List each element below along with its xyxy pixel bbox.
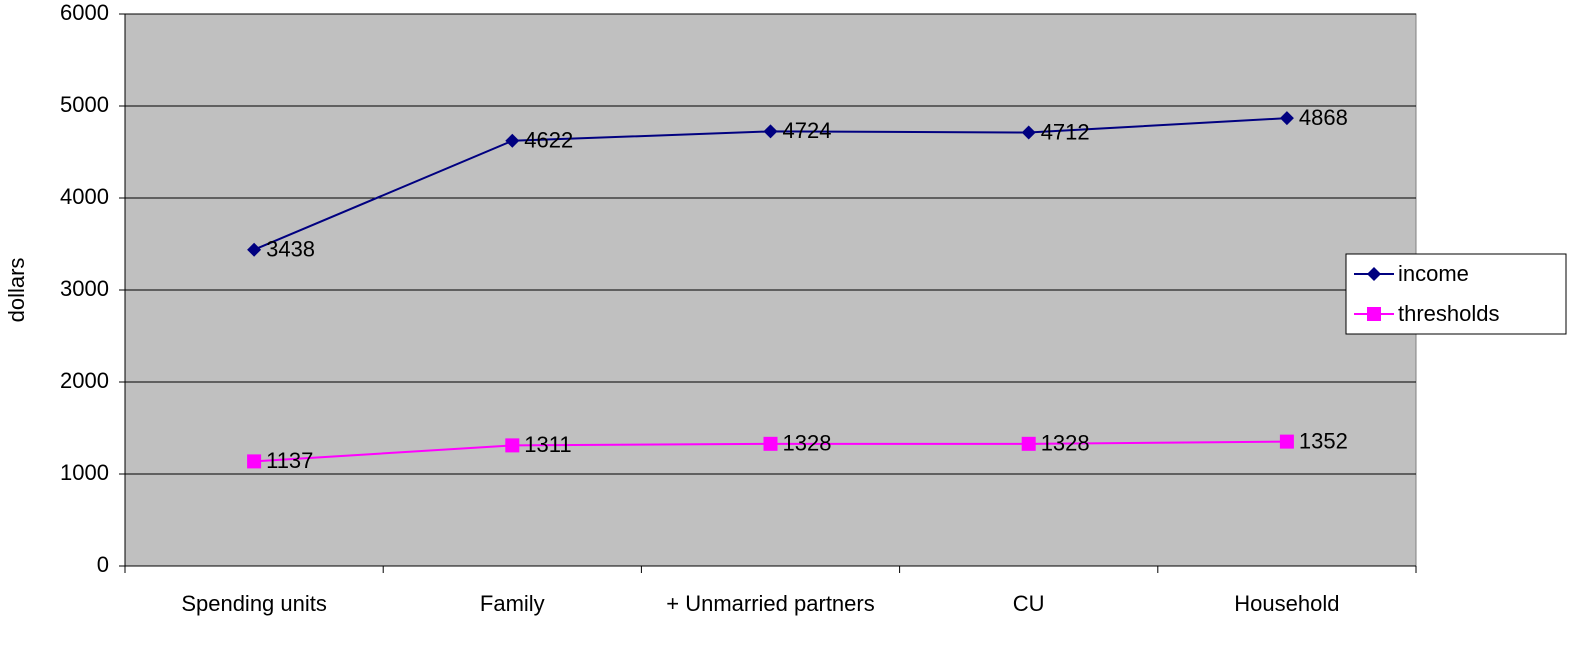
y-tick-label: 4000 <box>60 184 109 209</box>
marker <box>505 438 520 453</box>
y-tick-label: 5000 <box>60 92 109 117</box>
x-tick-label: + Unmarried partners <box>666 591 875 616</box>
data-label: 1328 <box>1041 431 1090 456</box>
marker <box>505 133 520 148</box>
marker <box>1021 125 1036 140</box>
marker <box>1279 434 1294 449</box>
x-tick-label: Spending units <box>181 591 327 616</box>
marker <box>247 454 262 469</box>
y-axis-label: dollars <box>4 258 29 323</box>
marker <box>247 242 262 257</box>
y-tick-label: 1000 <box>60 460 109 485</box>
marker <box>1021 436 1036 451</box>
data-label: 4622 <box>524 128 573 153</box>
data-label: 4868 <box>1299 105 1348 130</box>
y-tick-label: 3000 <box>60 276 109 301</box>
marker <box>763 436 778 451</box>
data-label: 1137 <box>266 448 313 473</box>
legend-label: income <box>1398 261 1469 286</box>
x-tick-label: CU <box>1012 591 1045 616</box>
data-label: 1328 <box>783 431 832 456</box>
legend-label: thresholds <box>1398 301 1500 326</box>
y-tick-label: 6000 <box>60 0 109 25</box>
data-label: 1311 <box>524 432 571 457</box>
x-tick-label: Family <box>479 591 545 616</box>
legend-box <box>1345 253 1567 335</box>
y-tick-label: 0 <box>97 552 109 577</box>
data-label: 4712 <box>1041 119 1090 144</box>
marker <box>1367 267 1381 281</box>
data-label: 1352 <box>1299 428 1348 453</box>
y-tick-label: 2000 <box>60 368 109 393</box>
marker <box>763 124 778 139</box>
data-label: 3438 <box>266 237 315 262</box>
marker <box>1367 307 1381 321</box>
data-label: 4724 <box>783 118 832 143</box>
marker <box>1279 111 1294 126</box>
x-tick-label: Household <box>1234 591 1340 616</box>
